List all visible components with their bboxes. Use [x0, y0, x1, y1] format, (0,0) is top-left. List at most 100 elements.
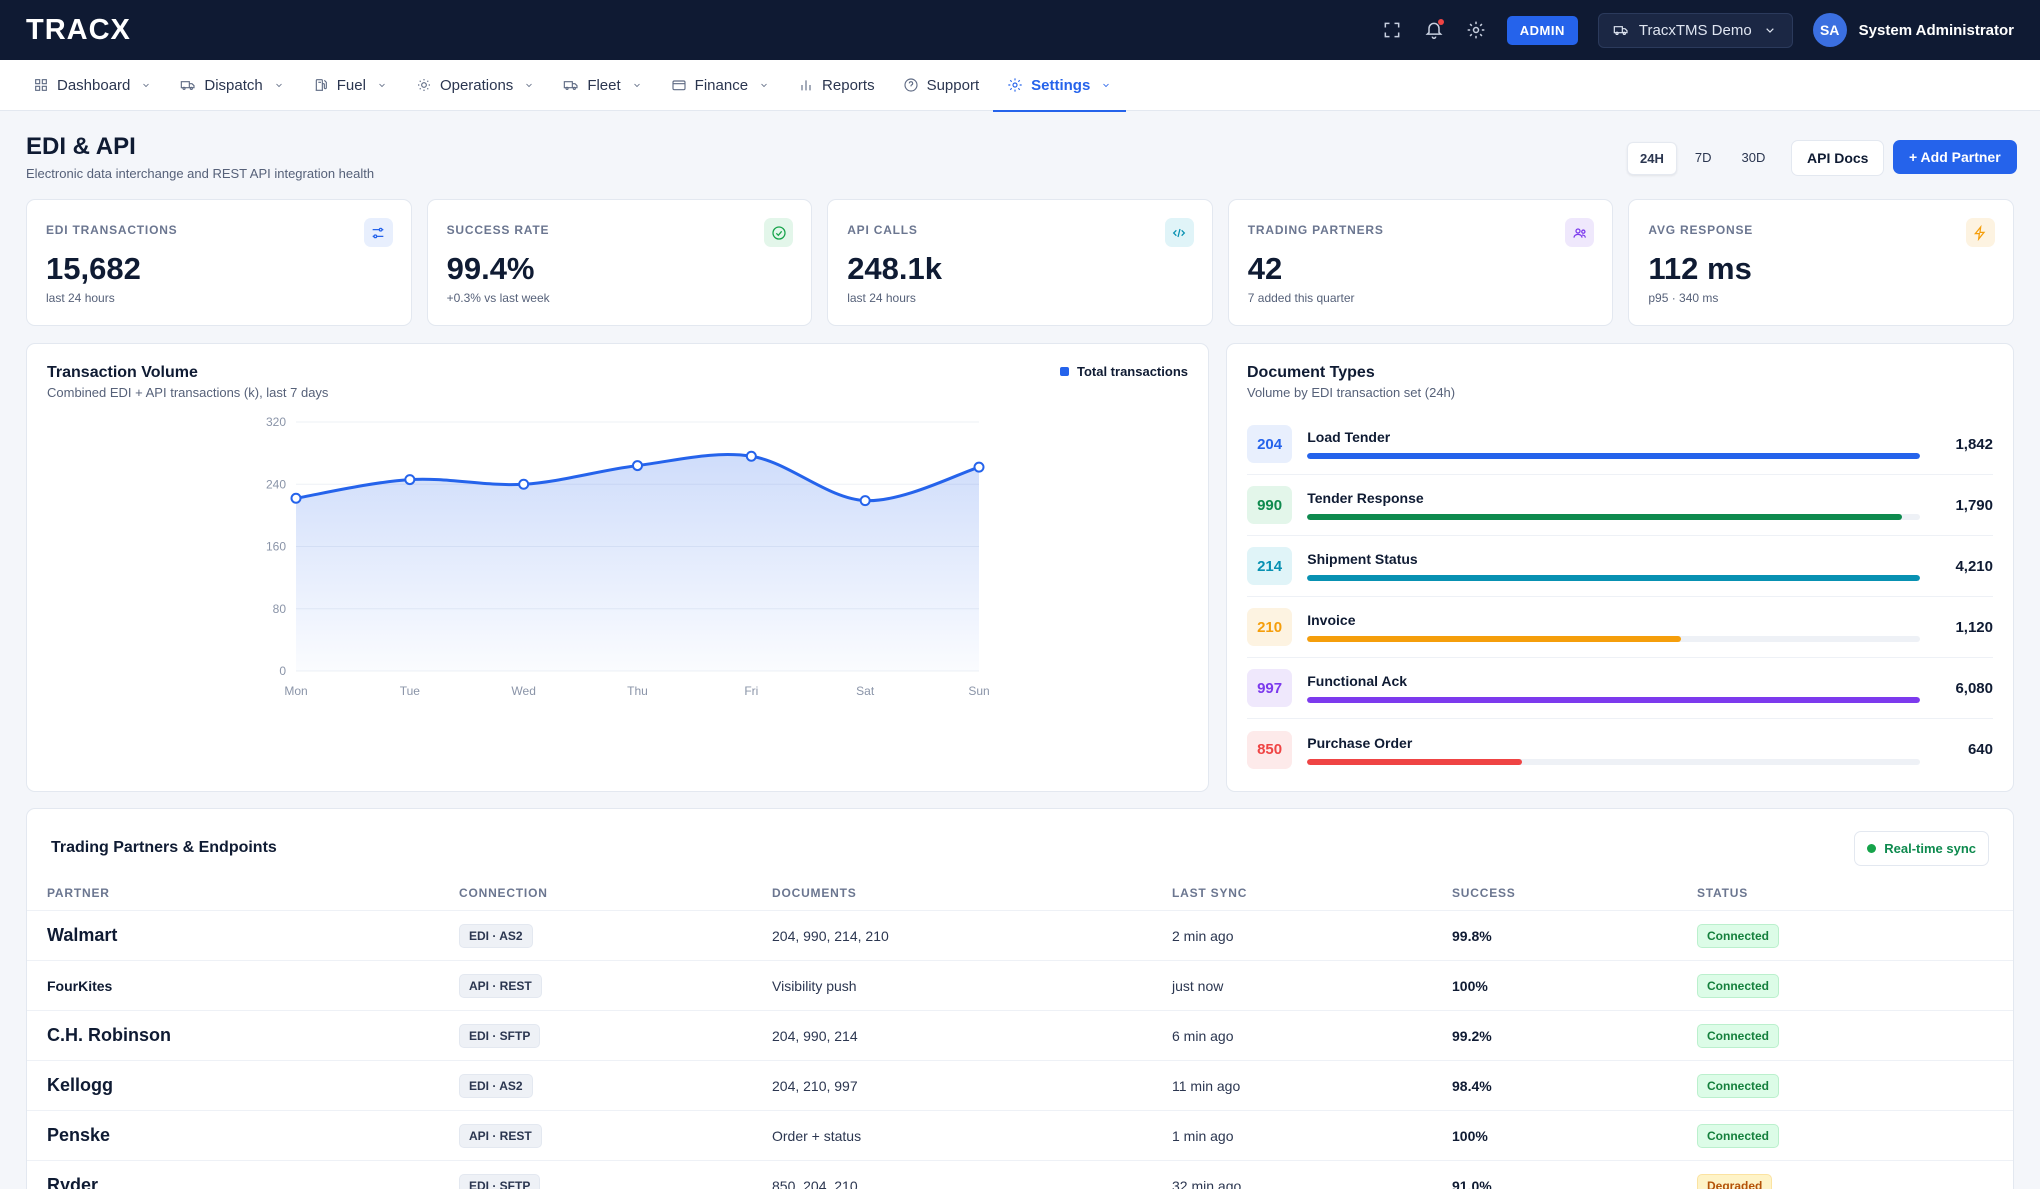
nav-item-label: Finance [694, 76, 749, 94]
y-tick-label: 80 [273, 602, 287, 616]
y-tick-label: 160 [266, 540, 286, 554]
table-row[interactable]: FourKites API · REST Visibility push just n… [27, 961, 2013, 1011]
doc-type-row[interactable]: 214 Shipment Status 4,210 [1247, 536, 1993, 597]
nav-item-operations[interactable]: Operations [402, 60, 549, 111]
doc-volume-fill [1307, 575, 1921, 581]
partner-name[interactable]: FourKites [47, 977, 113, 994]
success-cell: 99.2% [1452, 1027, 1492, 1044]
partner-name[interactable]: C.H. Robinson [47, 1025, 171, 1045]
kpi-card[interactable]: TRADING PARTNERS 42 7 added this quarter [1227, 199, 1614, 326]
partner-name[interactable]: Ryder [47, 1175, 99, 1189]
nav-item-fuel[interactable]: Fuel [299, 60, 402, 111]
nav-item-finance[interactable]: Finance [657, 60, 784, 111]
column-header-status[interactable]: STATUS [1697, 885, 1749, 900]
fuel-icon [315, 79, 327, 91]
column-header-last-sync[interactable]: LAST SYNC [1172, 885, 1248, 900]
data-point-fri [745, 450, 757, 462]
last-sync-cell: 1 min ago [1172, 1127, 1234, 1144]
nav-item-fleet[interactable]: Fleet [549, 60, 656, 111]
documents-cell: 204, 210, 997 [772, 1077, 858, 1094]
doc-type-row[interactable]: 210 Invoice 1,120 [1247, 597, 1993, 658]
success-cell: 100% [1452, 977, 1488, 994]
kpi-card[interactable]: SUCCESS RATE 99.4% +0.3% vs last week [426, 199, 813, 326]
check-circle-icon [764, 218, 794, 247]
kpi-label: AVG RESPONSE [1648, 223, 1754, 237]
nav-item-label: Fleet [587, 76, 621, 94]
sync-status-dot [1867, 844, 1877, 853]
doc-count: 640 [1967, 741, 1993, 758]
doc-type-row[interactable]: 997 Functional Ack 6,080 [1247, 658, 1993, 719]
nav-item-reports[interactable]: Reports [784, 60, 889, 111]
range-tab-30d[interactable]: 30D [1741, 150, 1766, 165]
avatar[interactable]: SA [1812, 13, 1847, 47]
kpi-card[interactable]: API CALLS 248.1k last 24 hours [827, 199, 1213, 326]
partner-name[interactable]: Penske [47, 1125, 111, 1145]
range-tab-7d[interactable]: 7D [1694, 150, 1712, 165]
nav-item-label: Support [926, 76, 980, 94]
doc-type-row[interactable]: 850 Purchase Order 640 [1247, 719, 1993, 780]
column-header-documents[interactable]: DOCUMENTS [772, 885, 857, 900]
truck-icon [181, 81, 195, 90]
table-row[interactable]: Ryder EDI · SFTP 850, 204, 210 32 min ago 91… [27, 1161, 2013, 1189]
x-tick-label: Thu [627, 684, 648, 698]
bell-icon[interactable] [1423, 19, 1445, 41]
fullscreen-icon[interactable] [1381, 19, 1403, 41]
page-subtitle: Electronic data interchange and REST API… [26, 166, 375, 181]
doc-type-name: Purchase Order [1307, 734, 1413, 751]
realtime-sync-toggle[interactable]: Real-time sync [1854, 831, 1989, 866]
column-header-partner[interactable]: PARTNER [47, 885, 110, 900]
last-sync-cell: just now [1172, 977, 1224, 994]
nav-item-support[interactable]: Support [889, 60, 994, 111]
chart-legend[interactable]: Total transactions [1059, 364, 1188, 379]
table-row[interactable]: C.H. Robinson EDI · SFTP 204, 990, 214 6 mi… [27, 1011, 2013, 1061]
gear-icon[interactable] [1465, 19, 1487, 41]
chevron-down-icon [633, 83, 640, 88]
column-header-connection[interactable]: CONNECTION [459, 885, 548, 900]
last-sync-cell: 6 min ago [1172, 1027, 1234, 1044]
doc-volume-bar [1307, 758, 1921, 765]
x-tick-label: Mon [284, 684, 307, 698]
add-partner-button[interactable]: + Add Partner [1893, 140, 2017, 174]
doc-volume-fill [1307, 453, 1921, 459]
bolt-icon [1965, 218, 1995, 247]
connection-badge: API · REST [459, 1123, 542, 1148]
connection-badge: EDI · AS2 [459, 1073, 533, 1098]
doc-count: 4,210 [1955, 557, 1993, 575]
partner-name[interactable]: Walmart [47, 925, 118, 945]
success-cell: 98.4% [1452, 1077, 1492, 1094]
kpi-label: SUCCESS RATE [446, 223, 550, 237]
table-row[interactable]: Penske API · REST Order + status 1 min ago 1… [27, 1111, 2013, 1161]
partner-name[interactable]: Kellogg [47, 1075, 113, 1095]
api-docs-button[interactable]: API Docs [1791, 140, 1885, 176]
help-icon [904, 78, 918, 92]
app-logo[interactable]: TRACX [26, 13, 131, 46]
nav-item-label: Operations [439, 76, 514, 94]
table-row[interactable]: Walmart EDI · AS2 204, 990, 214, 210 2 min … [27, 911, 2013, 961]
doc-code-badge: 997 [1247, 669, 1293, 707]
chevron-down-icon [1765, 28, 1774, 33]
truck-icon [1613, 26, 1628, 35]
last-sync-cell: 11 min ago [1172, 1077, 1241, 1094]
documents-cell: Visibility push [772, 977, 857, 994]
doc-volume-fill [1307, 697, 1921, 703]
nav-item-settings[interactable]: Settings [993, 60, 1127, 112]
kpi-value: 15,682 [46, 251, 141, 286]
kpi-card[interactable]: EDI TRANSACTIONS 15,682 last 24 hours [26, 199, 412, 326]
org-selector[interactable]: TracxTMS Demo [1597, 12, 1793, 48]
chart-title: Transaction Volume [47, 364, 198, 381]
kpi-subtext: +0.3% vs last week [446, 291, 550, 305]
nav-item-dashboard[interactable]: Dashboard [19, 60, 166, 111]
kpi-card[interactable]: AVG RESPONSE 112 ms p95 · 340 ms [1628, 199, 2014, 326]
doc-type-row[interactable]: 990 Tender Response 1,790 [1247, 475, 1993, 536]
doc-volume-bar [1307, 697, 1921, 703]
y-tick-label: 0 [279, 664, 286, 678]
nav-item-dispatch[interactable]: Dispatch [166, 60, 298, 111]
y-tick-label: 320 [266, 415, 286, 429]
user-name[interactable]: System Administrator [1858, 21, 2014, 39]
range-tab-24h[interactable]: 24H [1627, 142, 1677, 175]
kpi-subtext: 7 added this quarter [1247, 291, 1355, 305]
table-row[interactable]: Kellogg EDI · AS2 204, 210, 997 11 min ago 9… [27, 1061, 2013, 1111]
column-header-success[interactable]: SUCCESS [1452, 885, 1516, 900]
doc-type-row[interactable]: 204 Load Tender 1,842 [1247, 414, 1993, 475]
data-point-wed [518, 478, 530, 490]
